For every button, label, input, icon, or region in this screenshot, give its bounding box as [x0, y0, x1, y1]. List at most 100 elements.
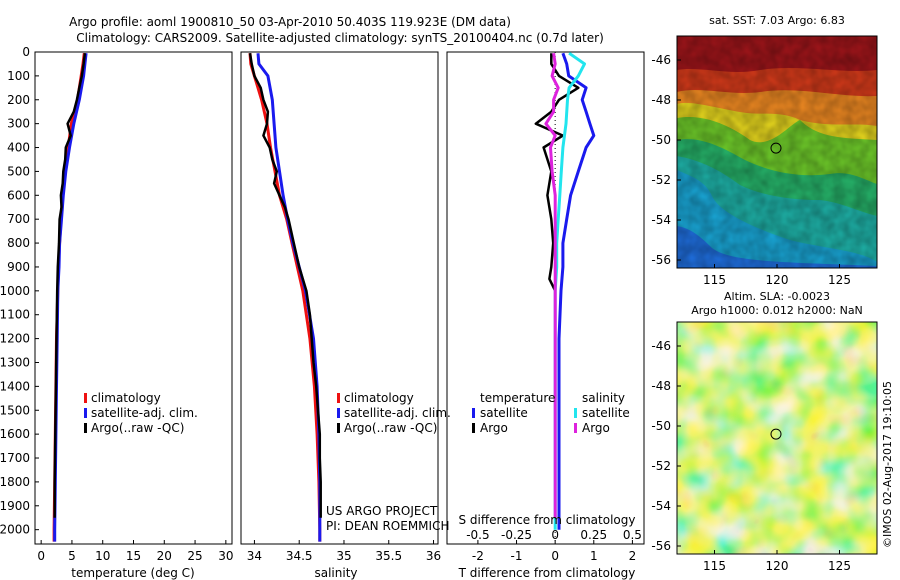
lat-tick-label: -56 [651, 539, 671, 553]
imos-timestamp: ©IMOS 02-Aug-2017 19:10:05 [881, 381, 894, 548]
series-line-salinity-argo [544, 52, 560, 518]
sla-map-tick-labels: 115 120 125 -46 -48 -50 -52 -54 -56 [651, 339, 851, 573]
temperature-xlabel: temperature (deg C) [71, 566, 194, 580]
x-tick-label: 35.5 [375, 549, 402, 563]
depth-tick-label: 700 [7, 212, 30, 226]
depth-tick-label: 1000 [0, 284, 30, 298]
depth-tick-label: 900 [7, 260, 30, 274]
lon-tick-label: 120 [766, 559, 789, 573]
salinity-tick-labels: 34 34.5 35 35.5 36 [247, 540, 441, 563]
figure-title-line1: Argo profile: aoml 1900810_50 03-Apr-201… [69, 15, 511, 29]
x-tick-label: 35 [336, 549, 351, 563]
legend-swatch-argo [84, 423, 87, 433]
x-tick-label: 1 [590, 549, 598, 563]
depth-tick-label: 400 [7, 141, 30, 155]
sst-map-image [677, 36, 877, 268]
sla-map-image [677, 322, 877, 554]
depth-tick-label: 1700 [0, 451, 30, 465]
depth-tick-label: 300 [7, 117, 30, 131]
x-tick-label: 15 [126, 549, 141, 563]
lat-tick-label: -48 [651, 93, 671, 107]
depth-tick-label: 100 [7, 69, 30, 83]
temperature-profile-lines [52, 53, 88, 542]
x-tick-label: 10 [95, 549, 110, 563]
legend-label-climatology: climatology [344, 391, 414, 405]
salinity-legend: climatology satellite-adj. clim. Argo(..… [337, 391, 451, 435]
depth-tick-label: 1300 [0, 355, 30, 369]
difference-axes-frame [446, 51, 645, 545]
s-tick-label: 0.5 [623, 528, 642, 542]
x-tick-label: 5 [68, 549, 76, 563]
t-difference-tick-labels: -2 -1 0 1 2 [472, 540, 636, 563]
x-tick-label: 0 [37, 549, 45, 563]
depth-tick-label: 1200 [0, 332, 30, 346]
legend-swatch-climatology [84, 393, 87, 403]
x-tick-label: 25 [187, 549, 202, 563]
legend-label-argo: Argo(..raw -QC) [344, 421, 437, 435]
salinity-panel: 34 34.5 35 35.5 36 salinity climatology sate… [240, 51, 451, 580]
temperature-axes-frame [34, 51, 233, 545]
difference-panel: -2 -1 0 1 2 -0.5 -0.25 0 0.25 0.5 S difference f… [446, 51, 645, 580]
depth-tick-label: 600 [7, 188, 30, 202]
sst-map-panel: sat. SST: 7.03 Argo: 6.83 115 120 125 -46 -4… [651, 14, 878, 287]
depth-tick-label: 200 [7, 93, 30, 107]
x-tick-label: 20 [157, 549, 172, 563]
legend-label-t-argo: Argo [480, 421, 508, 435]
lat-tick-label: -56 [651, 253, 671, 267]
depth-tick-label: 800 [7, 236, 30, 250]
temperature-tick-labels: 0 5 10 15 20 25 30 [37, 540, 233, 563]
legend-label-s-satellite: satellite [582, 406, 630, 420]
lat-tick-label: -46 [651, 339, 671, 353]
legend-title-salinity: salinity [582, 391, 625, 405]
depth-tick-label: 2000 [0, 523, 30, 537]
series-line-temperature-satellite [557, 52, 596, 530]
figure-title-line2: Climatology: CARS2009. Satellite-adjuste… [76, 31, 604, 45]
legend-label-satellite: satellite-adj. clim. [91, 406, 198, 420]
x-tick-label: -2 [472, 549, 484, 563]
difference-legend-salinity: salinity satellite Argo [574, 391, 630, 435]
s-tick-label: 0.25 [580, 528, 607, 542]
sst-map-tick-labels: 115 120 125 -46 -48 -50 -52 -54 -56 [651, 53, 851, 287]
sla-map-title-line1: Altim. SLA: -0.0023 [724, 290, 830, 303]
depth-tick-labels: 0 100 200 300 400 500 600 700 800 900 1000 1100 1200… [0, 45, 39, 537]
sst-map-title: sat. SST: 7.03 Argo: 6.83 [709, 14, 845, 27]
depth-tick-label: 500 [7, 164, 30, 178]
salinity-xlabel: salinity [314, 566, 357, 580]
lon-tick-label: 125 [828, 559, 851, 573]
pi-label: PI: DEAN ROEMMICH [326, 519, 449, 533]
depth-tick-label: 1400 [0, 379, 30, 393]
depth-tick-label: 0 [22, 45, 30, 59]
legend-label-climatology: climatology [91, 391, 161, 405]
x-tick-label: 34 [247, 549, 262, 563]
sla-map-title-line2: Argo h1000: 0.012 h2000: NaN [691, 304, 863, 317]
difference-legend-temperature: temperature satellite Argo [472, 391, 555, 435]
x-tick-label: 30 [218, 549, 233, 563]
salinity-axes-frame [240, 51, 439, 545]
x-tick-label: 0 [551, 549, 559, 563]
s-tick-label: -0.5 [466, 528, 489, 542]
series-line-argo-raw-qc- [53, 53, 87, 518]
argo-location-marker [770, 428, 782, 440]
depth-tick-label: 1600 [0, 427, 30, 441]
depth-tick-label: 1900 [0, 499, 30, 513]
legend-label-t-satellite: satellite [480, 406, 528, 420]
series-line-climatology [248, 53, 322, 542]
s-tick-label: -0.25 [501, 528, 532, 542]
x-tick-label: 2 [629, 549, 637, 563]
sla-map-panel: Altim. SLA: -0.0023 Argo h1000: 0.012 h2… [651, 290, 878, 573]
x-tick-label: 36 [426, 549, 441, 563]
x-tick-label: -1 [511, 549, 523, 563]
lon-tick-label: 115 [703, 273, 726, 287]
salinity-profile-lines [248, 53, 322, 542]
s-tick-label: 0 [551, 528, 559, 542]
lat-tick-label: -50 [651, 419, 671, 433]
series-line-argo-raw-qc- [248, 53, 322, 518]
legend-swatch-s-satellite [574, 408, 577, 418]
legend-swatch-t-satellite [472, 408, 475, 418]
legend-swatch-t-argo [472, 423, 475, 433]
lat-tick-label: -52 [651, 459, 671, 473]
t-difference-xlabel: T difference from climatology [458, 566, 636, 580]
lat-tick-label: -50 [651, 133, 671, 147]
